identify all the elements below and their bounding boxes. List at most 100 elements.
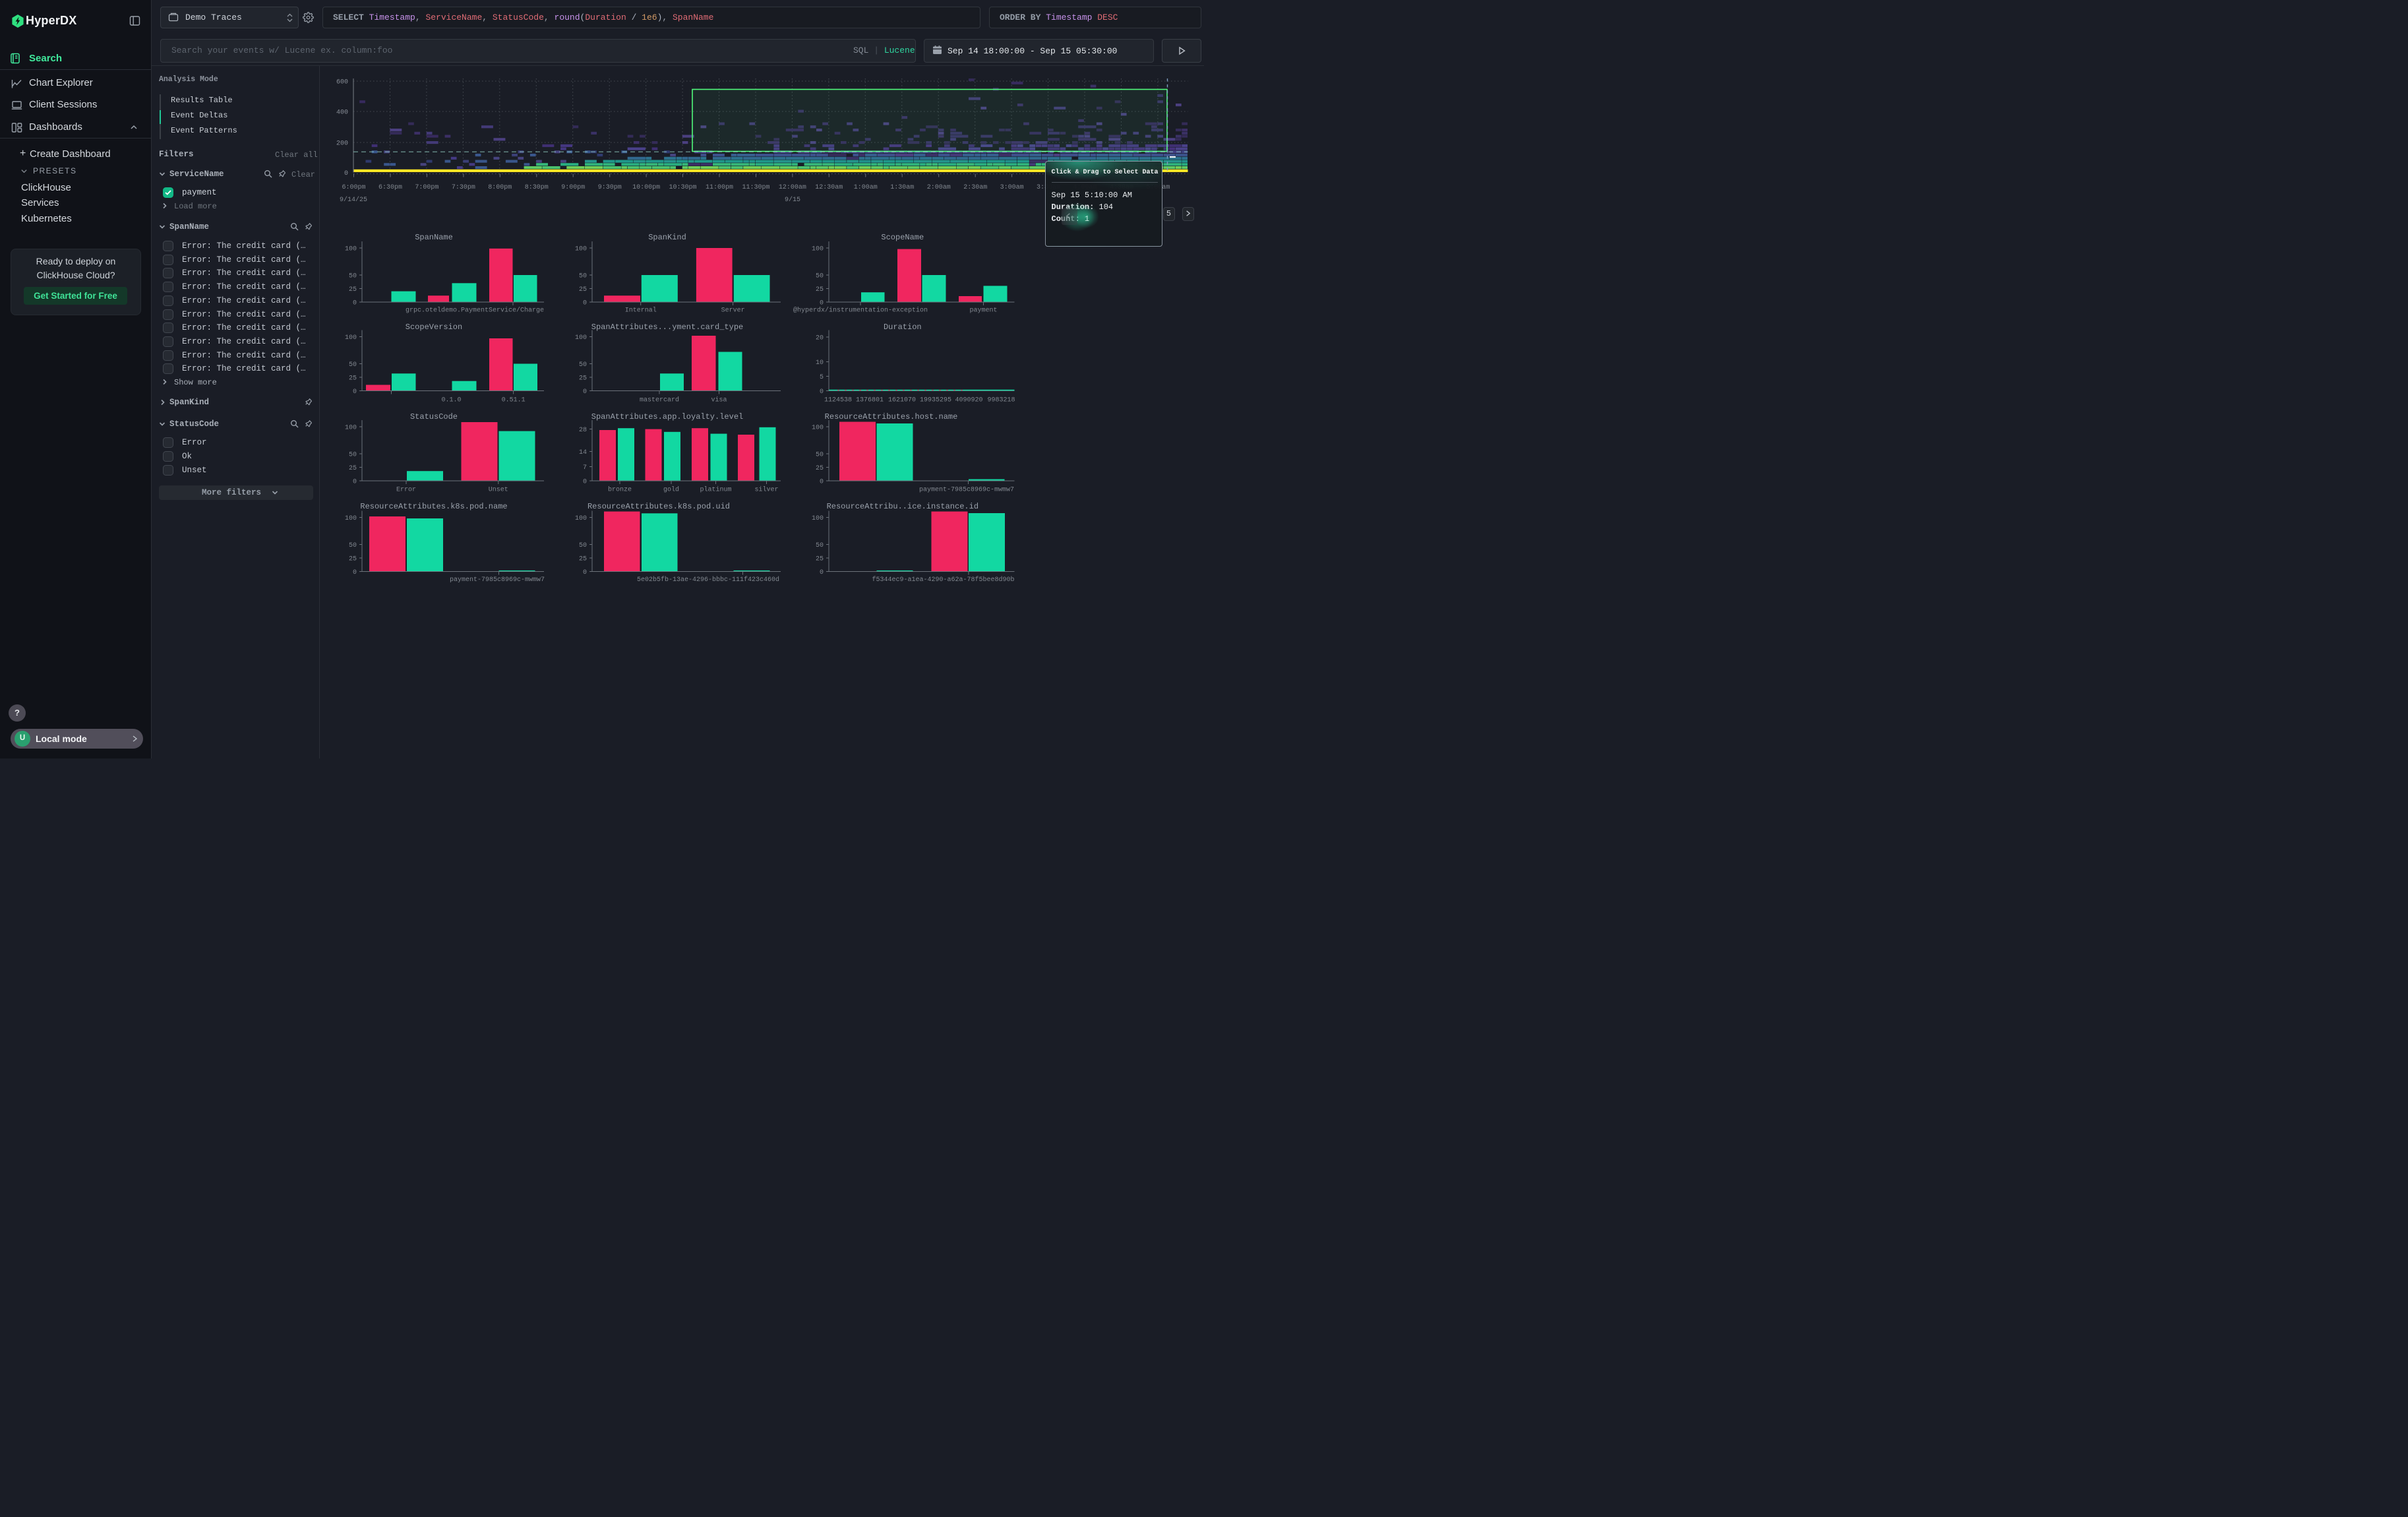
svg-text:25: 25 [815,465,823,472]
svg-text:ResourceAttribu..ice.instance.: ResourceAttribu..ice.instance.id [826,502,978,511]
svg-text:0: 0 [353,569,357,576]
svg-text:1124538: 1124538 [824,396,851,404]
svg-text:payment-7985c8969c-mwmw7: payment-7985c8969c-mwmw7 [918,486,1013,493]
svg-text:0: 0 [819,388,823,396]
svg-text:Unset: Unset [489,486,508,493]
svg-text:50: 50 [349,451,357,458]
svg-text:100: 100 [575,515,587,522]
svg-text:Server: Server [721,307,745,314]
svg-text:25: 25 [349,375,357,382]
svg-text:100: 100 [345,334,357,342]
svg-text:7:30pm: 7:30pm [452,184,475,191]
svg-text:50: 50 [349,542,357,549]
svg-text:8:30pm: 8:30pm [525,184,549,191]
svg-text:100: 100 [811,424,823,431]
svg-text:9:30pm: 9:30pm [598,184,622,191]
svg-text:7:00pm: 7:00pm [415,184,438,191]
svg-text:19935295: 19935295 [919,396,951,404]
svg-text:SpanAttributes...yment.card_ty: SpanAttributes...yment.card_type [591,323,743,332]
svg-text:25: 25 [815,555,823,563]
svg-text:50: 50 [579,272,587,280]
svg-text:100: 100 [345,424,357,431]
svg-text:50: 50 [349,361,357,369]
svg-text:ScopeVersion: ScopeVersion [406,323,462,332]
svg-text:50: 50 [579,542,587,549]
svg-text:50: 50 [579,361,587,369]
svg-text:0.1.0: 0.1.0 [441,396,461,404]
svg-text:Internal: Internal [625,306,657,314]
svg-text:1:30am: 1:30am [890,184,914,191]
svg-text:9/14/25: 9/14/25 [340,196,367,204]
svg-text:gold: gold [663,485,679,493]
svg-text:0: 0 [353,478,357,485]
svg-text:SpanAttributes.app.loyalty.lev: SpanAttributes.app.loyalty.level [591,412,743,421]
svg-text:mastercard: mastercard [640,396,679,404]
svg-text:1:00am: 1:00am [854,184,878,191]
svg-text:ResourceAttributes.k8s.pod.nam: ResourceAttributes.k8s.pod.name [360,502,507,511]
svg-text:9983218: 9983218 [987,396,1015,404]
svg-text:50: 50 [815,451,823,458]
svg-text:Error: Error [396,486,416,493]
svg-text:0: 0 [819,569,823,576]
svg-text:Duration: Duration [883,323,921,332]
svg-text:1621070: 1621070 [888,396,915,404]
svg-text:SpanName: SpanName [415,233,453,242]
svg-text:3:00am: 3:00am [1000,184,1024,191]
svg-text:0: 0 [583,299,587,307]
svg-text:25: 25 [349,286,357,294]
svg-text:2:30am: 2:30am [963,184,987,191]
svg-text:f5344ec9-a1ea-4290-a62a-78f5be: f5344ec9-a1ea-4290-a62a-78f5bee8d90b [872,576,1014,584]
svg-text:100: 100 [575,334,587,342]
svg-text:12:30am: 12:30am [815,184,843,191]
svg-text:25: 25 [349,555,357,563]
svg-text:2:00am: 2:00am [927,184,951,191]
svg-text:11:30pm: 11:30pm [742,184,769,191]
svg-text:payment: payment [969,307,997,314]
svg-text:6:30pm: 6:30pm [378,184,402,191]
svg-text:11:00pm: 11:00pm [706,184,733,191]
svg-text:platinum: platinum [700,485,731,493]
svg-text:25: 25 [815,286,823,294]
svg-text:100: 100 [345,515,357,522]
svg-text:@hyperdx/instrumentation-excep: @hyperdx/instrumentation-exception [793,306,927,314]
svg-text:visa: visa [711,396,727,404]
svg-text:100: 100 [811,515,823,522]
svg-text:ResourceAttributes.host.name: ResourceAttributes.host.name [824,412,957,421]
svg-text:0: 0 [819,299,823,307]
svg-text:5: 5 [819,374,823,381]
svg-text:100: 100 [345,245,357,253]
svg-text:10: 10 [815,359,823,367]
svg-text:400: 400 [336,109,348,117]
svg-text:bronze: bronze [608,485,632,493]
svg-text:25: 25 [349,465,357,472]
svg-text:payment-7985c8969c-mwmw7: payment-7985c8969c-mwmw7 [450,576,545,584]
svg-text:10:30pm: 10:30pm [669,184,696,191]
svg-text:50: 50 [815,542,823,549]
svg-text:1376801: 1376801 [855,396,883,404]
svg-text:28: 28 [579,427,587,434]
svg-text:SpanKind: SpanKind [648,233,686,242]
svg-text:4090920: 4090920 [955,396,982,404]
svg-text:8:00pm: 8:00pm [488,184,512,191]
svg-text:ResourceAttributes.k8s.pod.uid: ResourceAttributes.k8s.pod.uid [587,502,730,511]
svg-text:0: 0 [583,478,587,485]
svg-text:5e02b5fb-13ae-4296-bbbc-111f42: 5e02b5fb-13ae-4296-bbbc-111f423c460d [637,576,779,584]
svg-text:200: 200 [336,140,348,148]
svg-text:6:00pm: 6:00pm [342,184,365,191]
svg-text:25: 25 [579,375,587,382]
svg-text:100: 100 [811,245,823,253]
svg-text:600: 600 [336,79,348,86]
svg-text:9/15: 9/15 [785,196,800,204]
svg-text:silver: silver [754,485,778,493]
svg-text:0: 0 [353,299,357,307]
svg-text:25: 25 [579,286,587,294]
svg-text:100: 100 [575,245,587,253]
svg-text:0: 0 [583,388,587,396]
svg-text:0.51.1: 0.51.1 [502,396,526,404]
svg-text:10:00pm: 10:00pm [632,184,660,191]
svg-text:0: 0 [819,478,823,485]
svg-text:0: 0 [353,388,357,396]
svg-text:0: 0 [583,569,587,576]
svg-text:0: 0 [344,170,348,177]
svg-text:ScopeName: ScopeName [881,233,924,242]
